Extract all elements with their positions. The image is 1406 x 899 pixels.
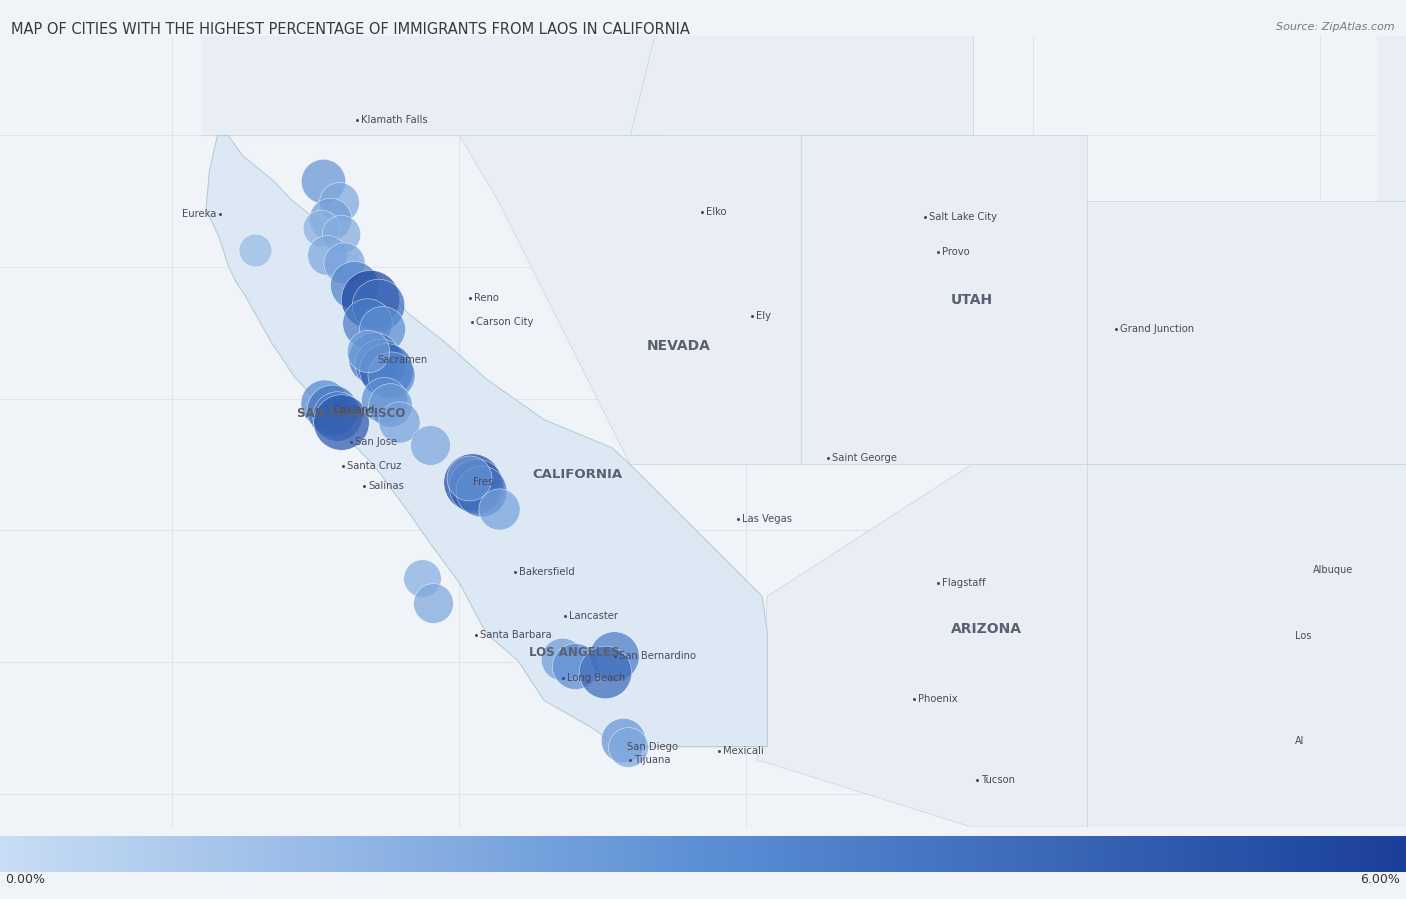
Point <box>328 195 350 209</box>
Point <box>617 740 640 754</box>
Point <box>465 479 488 494</box>
Point <box>311 174 333 188</box>
Point <box>564 658 586 672</box>
Text: Sacramen: Sacramen <box>378 355 427 365</box>
Point <box>321 404 343 418</box>
Point <box>330 227 353 241</box>
Point <box>343 277 366 291</box>
Polygon shape <box>207 136 768 747</box>
Text: Long Beach: Long Beach <box>567 673 626 683</box>
Text: MAP OF CITIES WITH THE HIGHEST PERCENTAGE OF IMMIGRANTS FROM LAOS IN CALIFORNIA: MAP OF CITIES WITH THE HIGHEST PERCENTAG… <box>11 22 690 38</box>
Point <box>311 221 333 236</box>
Polygon shape <box>801 135 1087 465</box>
Text: Al: Al <box>1295 736 1305 746</box>
Point <box>411 571 433 585</box>
Point <box>461 475 484 489</box>
Point <box>368 357 391 371</box>
Point <box>333 256 356 271</box>
Text: San Diego: San Diego <box>627 742 678 752</box>
Point <box>551 652 574 666</box>
Text: Las Vegas: Las Vegas <box>742 514 792 524</box>
Point <box>458 470 481 485</box>
Text: Santa Cruz: Santa Cruz <box>347 461 401 471</box>
Point <box>330 414 353 429</box>
Text: Bakersfield: Bakersfield <box>519 567 575 577</box>
Point <box>359 292 381 307</box>
Text: Carson City: Carson City <box>477 317 534 327</box>
Text: San Jose: San Jose <box>354 437 396 447</box>
Text: Reno: Reno <box>474 293 499 303</box>
Point <box>356 316 378 331</box>
Point <box>380 398 402 413</box>
Point <box>357 344 380 359</box>
Text: UTAH: UTAH <box>950 293 993 307</box>
Text: Albuque: Albuque <box>1312 565 1353 575</box>
Text: 6.00%: 6.00% <box>1361 873 1400 886</box>
Text: Klamath Falls: Klamath Falls <box>361 115 427 125</box>
Point <box>316 247 339 262</box>
Point <box>422 596 444 610</box>
Point <box>380 368 402 382</box>
Text: Flagstaff: Flagstaff <box>942 578 986 588</box>
Point <box>612 733 634 747</box>
Text: Elko: Elko <box>706 207 727 217</box>
Point <box>388 414 411 429</box>
Point <box>603 648 626 663</box>
Text: Los: Los <box>1295 631 1312 641</box>
Text: San Bernardino: San Bernardino <box>619 651 696 661</box>
Text: Tijuana: Tijuana <box>634 755 671 765</box>
Text: Eureka: Eureka <box>181 209 217 219</box>
Text: 0.00%: 0.00% <box>6 873 45 886</box>
Point <box>595 665 617 680</box>
Polygon shape <box>1087 200 1406 465</box>
Text: SAN FRANCISCO: SAN FRANCISCO <box>297 407 405 420</box>
Point <box>370 322 392 336</box>
Text: NEVADA: NEVADA <box>647 339 710 352</box>
Text: LOS ANGELES: LOS ANGELES <box>529 645 620 659</box>
Text: Tucson: Tucson <box>981 775 1015 785</box>
Point <box>319 212 342 227</box>
Text: Salinas: Salinas <box>368 481 405 491</box>
Text: ARIZONA: ARIZONA <box>950 622 1022 636</box>
Point <box>373 393 395 407</box>
Text: Mexicali: Mexicali <box>723 745 763 755</box>
Point <box>367 298 389 312</box>
Point <box>363 351 385 365</box>
Point <box>419 438 441 452</box>
Point <box>245 243 267 257</box>
Text: Fres: Fres <box>474 476 494 486</box>
Text: Salt Lake City: Salt Lake City <box>928 211 997 221</box>
Text: Ely: Ely <box>756 311 772 321</box>
Text: CALIFORNIA: CALIFORNIA <box>531 467 621 481</box>
Text: Oakland: Oakland <box>335 405 375 415</box>
Point <box>326 409 349 423</box>
Point <box>374 362 396 377</box>
Polygon shape <box>630 3 973 135</box>
Point <box>488 502 510 516</box>
Text: Santa Barbara: Santa Barbara <box>481 629 553 639</box>
Point <box>314 396 336 410</box>
Text: Saint George: Saint George <box>831 453 897 463</box>
Polygon shape <box>756 465 1087 827</box>
Text: Provo: Provo <box>942 246 969 256</box>
Text: Phoenix: Phoenix <box>918 693 957 704</box>
Point <box>470 484 492 498</box>
Polygon shape <box>1087 465 1406 838</box>
Text: Source: ZipAtlas.com: Source: ZipAtlas.com <box>1277 22 1395 32</box>
Text: Lancaster: Lancaster <box>569 611 619 621</box>
Text: Grand Junction: Grand Junction <box>1121 324 1194 334</box>
Polygon shape <box>460 135 801 465</box>
Polygon shape <box>1378 36 1406 827</box>
